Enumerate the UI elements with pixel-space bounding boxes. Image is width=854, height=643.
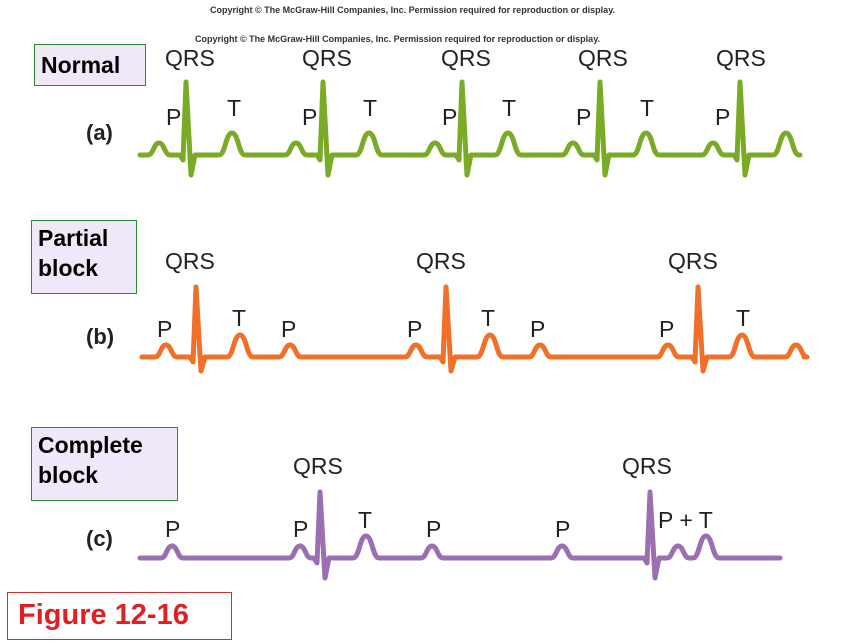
qrs-label: QRS xyxy=(293,453,343,479)
copyright-notice-top: Copyright © The McGraw-Hill Companies, I… xyxy=(210,5,616,15)
partial-block-label-line1: Partial xyxy=(38,225,109,251)
complete-block-label-box: Complete block xyxy=(31,427,178,501)
p-wave-label: P xyxy=(166,104,181,130)
complete-block-ecg-trace xyxy=(137,489,783,581)
p-wave-label: P xyxy=(530,316,545,342)
qrs-label: QRS xyxy=(578,45,628,71)
qrs-label: QRS xyxy=(165,45,215,71)
complete-block-wave-labels: QRS QRS P P P P T P + T xyxy=(165,453,713,542)
p-wave-label: P xyxy=(659,316,674,342)
complete-block-label-line2: block xyxy=(38,462,99,488)
normal-ecg-trace xyxy=(137,79,803,178)
copyright-notice: Copyright © The McGraw-Hill Companies, I… xyxy=(195,34,601,44)
qrs-label: QRS xyxy=(441,45,491,71)
p-wave-label: P xyxy=(157,316,172,342)
qrs-label: QRS xyxy=(668,248,718,274)
t-wave-label: T xyxy=(363,95,377,121)
t-wave-label: T xyxy=(736,305,750,331)
qrs-label: QRS xyxy=(716,45,766,71)
normal-label: Normal xyxy=(41,52,121,78)
t-wave-label: T xyxy=(358,507,372,533)
p-wave-label: P xyxy=(426,516,441,542)
t-wave-label: T xyxy=(481,305,495,331)
t-wave-label: T xyxy=(502,95,516,121)
p-wave-label: P xyxy=(555,516,570,542)
qrs-label: QRS xyxy=(165,248,215,274)
complete-block-label-line1: Complete xyxy=(38,432,143,458)
partial-block-wave-labels: QRS QRS QRS P P P P P T T T xyxy=(157,248,750,342)
p-wave-label: P xyxy=(407,316,422,342)
p-wave-label: P xyxy=(293,516,308,542)
qrs-label: QRS xyxy=(302,45,352,71)
p-wave-label: P xyxy=(281,316,296,342)
p-plus-t-label: P + T xyxy=(658,507,713,533)
figure-label-box: Figure 12-16 xyxy=(7,592,232,640)
normal-wave-labels: QRS QRS QRS QRS QRS P P P P P T T T T xyxy=(165,45,766,130)
t-wave-label: T xyxy=(227,95,241,121)
p-wave-label: P xyxy=(715,104,730,130)
p-wave-label: P xyxy=(165,516,180,542)
p-wave-label: P xyxy=(576,104,591,130)
t-wave-label: T xyxy=(640,95,654,121)
t-wave-label: T xyxy=(232,305,246,331)
partial-block-label-box: Partial block xyxy=(31,220,137,294)
normal-label-box: Normal xyxy=(34,44,146,86)
p-wave-label: P xyxy=(442,104,457,130)
partial-block-ecg-trace xyxy=(139,284,810,374)
panel-label-c: (c) xyxy=(86,526,113,551)
qrs-label: QRS xyxy=(622,453,672,479)
partial-block-label-line2: block xyxy=(38,255,99,281)
qrs-label: QRS xyxy=(416,248,466,274)
panel-label-b: (b) xyxy=(86,324,114,349)
panel-label-a: (a) xyxy=(86,120,113,145)
p-wave-label: P xyxy=(302,104,317,130)
figure-label: Figure 12-16 xyxy=(18,599,189,631)
